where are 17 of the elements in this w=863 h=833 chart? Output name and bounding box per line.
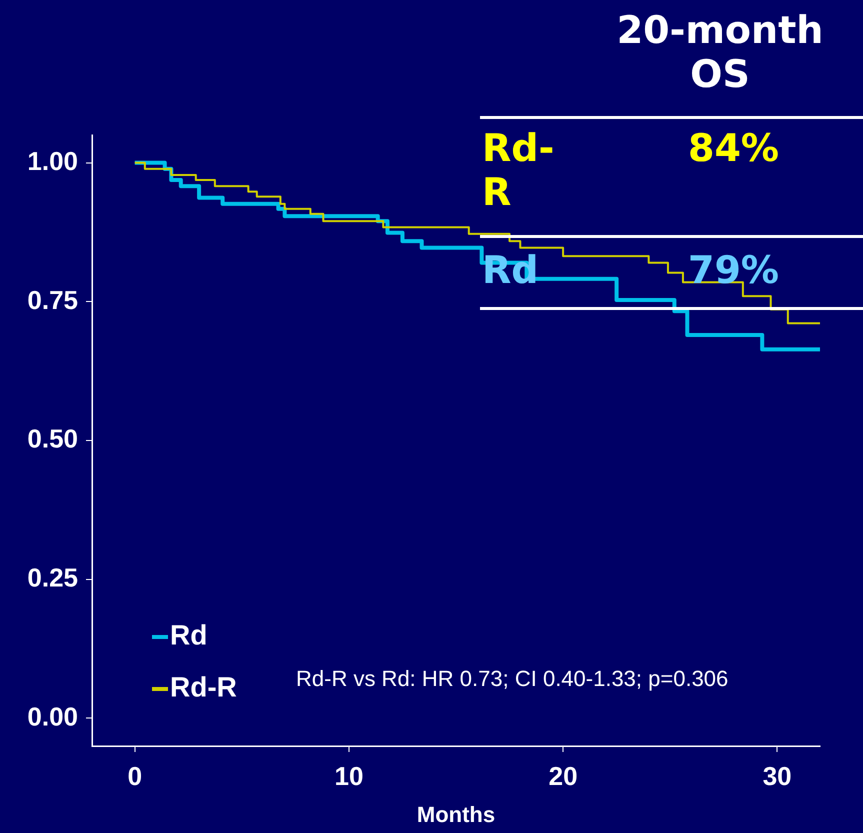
- x-axis-title: Months: [416, 802, 496, 827]
- x-tick-label: 10: [334, 760, 364, 791]
- x-tick-label: 30: [762, 760, 792, 791]
- y-tick-label: 0.50: [27, 424, 78, 454]
- annotation: Rd-R: [482, 126, 556, 214]
- legend-label: Rd: [170, 620, 208, 651]
- y-tick-label: 0.75: [27, 284, 78, 315]
- y-tick-label: 0.00: [27, 701, 78, 732]
- y-tick-label: 0.25: [27, 562, 78, 593]
- annotation: Rd-R vs Rd: HR 0.73; CI 0.40-1.33; p=0.306: [296, 666, 728, 692]
- legend-label: Rd-R: [170, 672, 237, 703]
- y-tick-label: 1.00: [27, 146, 78, 176]
- annotation: 79%: [688, 248, 779, 292]
- x-tick-label: 20: [548, 760, 578, 791]
- annotation: 84%: [688, 126, 779, 170]
- text: 20-month OS: [616, 8, 824, 96]
- x-tick-label: 0: [128, 760, 142, 791]
